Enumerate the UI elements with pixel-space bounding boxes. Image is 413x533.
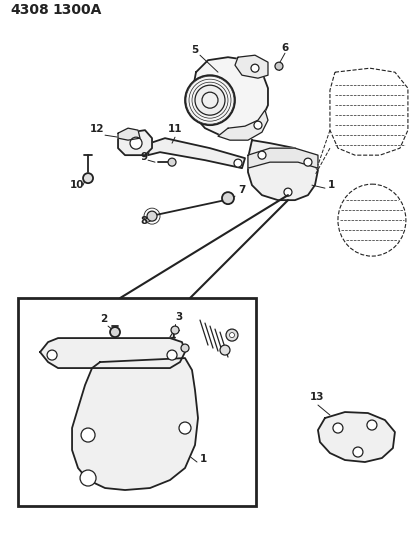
Text: 6: 6 (281, 43, 288, 53)
Text: 8: 8 (140, 216, 147, 226)
Circle shape (283, 188, 291, 196)
Circle shape (303, 158, 311, 166)
Text: 12: 12 (90, 124, 104, 134)
Circle shape (110, 327, 120, 337)
Circle shape (185, 75, 235, 125)
Circle shape (171, 326, 178, 334)
Polygon shape (218, 110, 267, 140)
Text: 5: 5 (191, 45, 198, 55)
Text: 13: 13 (309, 392, 324, 402)
Circle shape (366, 420, 376, 430)
Circle shape (180, 344, 189, 352)
Circle shape (147, 211, 157, 221)
Polygon shape (247, 148, 317, 168)
Text: 7: 7 (237, 185, 245, 195)
Circle shape (221, 192, 233, 204)
Circle shape (332, 423, 342, 433)
Text: 1300A: 1300A (52, 3, 101, 17)
Text: 11: 11 (168, 124, 182, 134)
Circle shape (225, 329, 237, 341)
Text: 9: 9 (140, 152, 147, 162)
Circle shape (253, 121, 261, 129)
Text: 10: 10 (70, 180, 84, 190)
Polygon shape (40, 338, 185, 368)
Text: 4: 4 (168, 332, 175, 342)
Circle shape (130, 137, 142, 149)
Polygon shape (72, 358, 197, 490)
Polygon shape (118, 130, 152, 155)
Circle shape (195, 85, 224, 115)
Text: 1: 1 (199, 454, 207, 464)
Polygon shape (148, 138, 244, 168)
Polygon shape (118, 128, 140, 140)
Circle shape (168, 158, 176, 166)
Circle shape (233, 159, 242, 167)
Circle shape (229, 333, 234, 337)
Text: 2: 2 (100, 314, 107, 324)
Circle shape (219, 345, 230, 355)
Circle shape (250, 64, 259, 72)
Text: 1: 1 (327, 180, 335, 190)
Text: 4308: 4308 (10, 3, 49, 17)
Circle shape (202, 92, 218, 108)
Circle shape (274, 62, 282, 70)
Text: 3: 3 (175, 312, 182, 322)
Circle shape (166, 350, 177, 360)
Circle shape (178, 422, 190, 434)
Circle shape (80, 470, 96, 486)
Polygon shape (235, 55, 267, 78)
Polygon shape (317, 412, 394, 462)
Circle shape (352, 447, 362, 457)
Polygon shape (247, 140, 317, 200)
Circle shape (83, 173, 93, 183)
Circle shape (47, 350, 57, 360)
Polygon shape (192, 57, 267, 135)
Circle shape (81, 428, 95, 442)
Circle shape (257, 151, 265, 159)
